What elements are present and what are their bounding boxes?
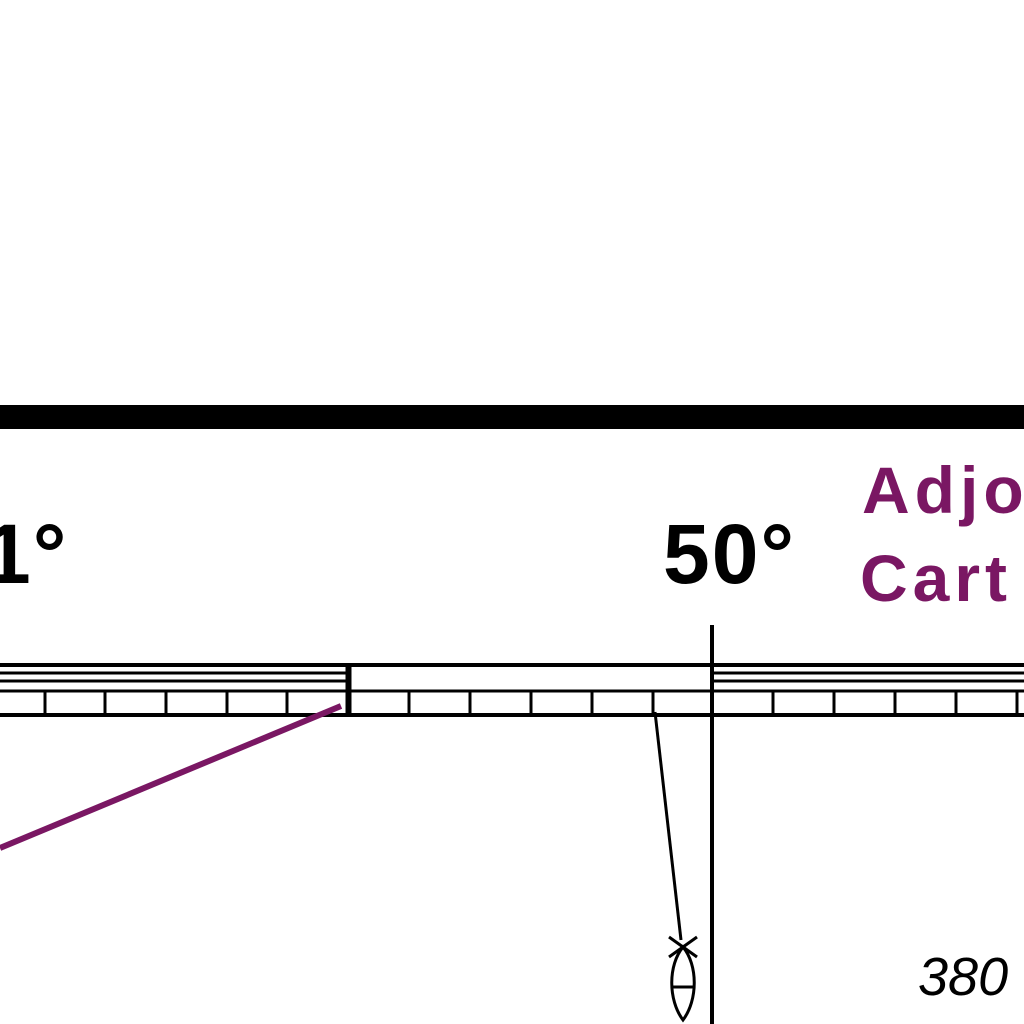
neatline-border: [0, 405, 1024, 429]
adjoining-chart-subtitle: Cart: [860, 541, 1013, 615]
graticule-scale-bar: [0, 663, 1024, 717]
adjoining-chart-leader-line: [0, 703, 343, 851]
longitude-label-50: 50°: [663, 507, 797, 601]
adjoining-chart-title: Adjo: [862, 453, 1024, 527]
symbol-leader-line: [653, 711, 683, 941]
fish-haven-icon: [668, 935, 698, 1023]
depth-sounding-label: 380: [918, 947, 1009, 1007]
longitude-label-left: 1°: [0, 507, 69, 601]
